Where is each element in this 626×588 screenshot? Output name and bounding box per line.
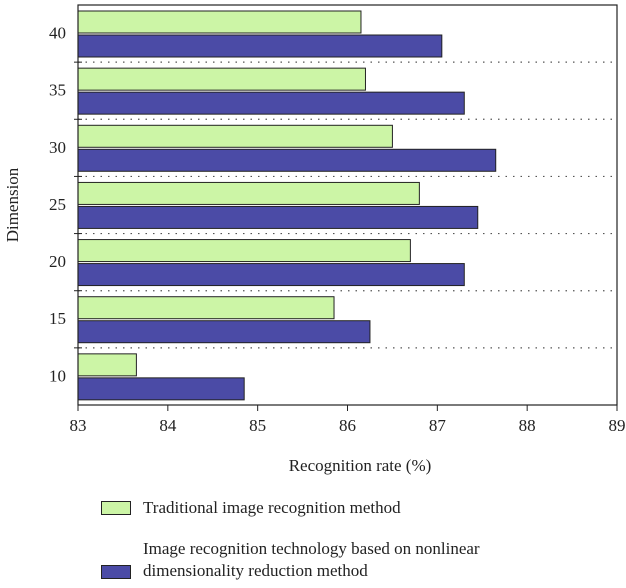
bar (77, 148, 497, 172)
y-axis-label: Dimension (3, 167, 22, 242)
legend-swatch (101, 565, 131, 579)
x-tick-label: 85 (249, 416, 266, 435)
bar (77, 296, 335, 320)
bar (77, 34, 443, 58)
bar (77, 239, 411, 263)
bar (77, 181, 420, 205)
legend-label: Traditional image recognition method (143, 498, 401, 517)
y-tick-label: 30 (49, 138, 66, 157)
bar (77, 91, 465, 115)
bar (77, 377, 245, 401)
bar (77, 124, 393, 148)
bar (77, 67, 366, 91)
y-tick-label: 25 (49, 195, 66, 214)
x-tick-label: 86 (339, 416, 356, 435)
x-tick-label: 89 (609, 416, 626, 435)
x-axis-label: Recognition rate (%) (289, 456, 432, 475)
x-tick-label: 83 (70, 416, 87, 435)
y-tick-label: 40 (49, 23, 66, 42)
legend-label: Image recognition technology based on no… (143, 539, 480, 580)
y-tick-label: 10 (49, 366, 66, 385)
plot-frame (77, 4, 618, 406)
bar (77, 205, 479, 229)
y-tick-label: 35 (49, 81, 66, 100)
y-tick-label: 15 (49, 309, 66, 328)
x-tick-label: 87 (429, 416, 447, 435)
x-tick-label: 84 (159, 416, 177, 435)
bar (77, 263, 465, 287)
bar (77, 10, 362, 34)
bar (77, 320, 371, 344)
legend-swatch (101, 501, 131, 515)
x-tick-label: 88 (519, 416, 536, 435)
bar (77, 353, 137, 377)
y-tick-label: 20 (49, 252, 66, 271)
